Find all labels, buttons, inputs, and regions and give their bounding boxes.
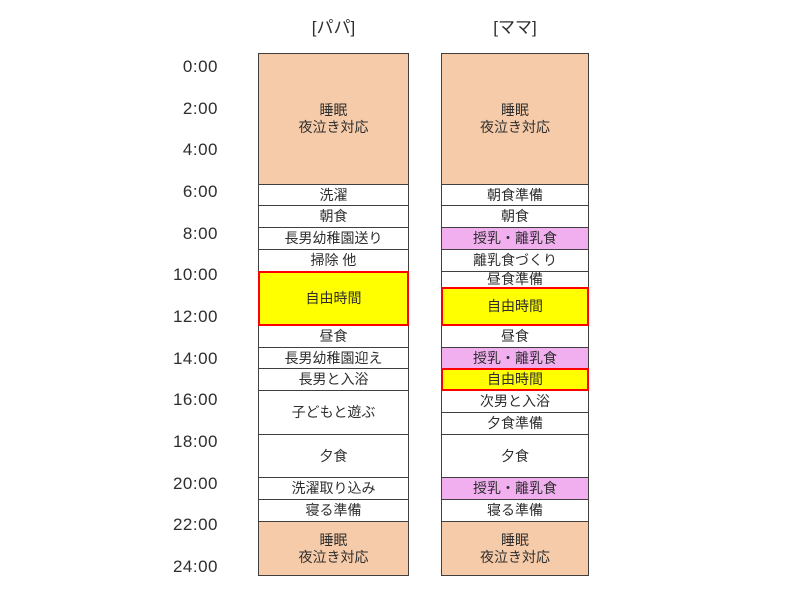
- schedule-block-task: 朝食準備: [441, 184, 589, 206]
- time-tick-label: 24:00: [172, 557, 218, 576]
- schedule-block-task: 昼食: [441, 325, 589, 348]
- schedule-block-label: 洗濯: [319, 186, 348, 203]
- column-title-papa: [パパ]: [311, 18, 356, 37]
- schedule-block-label: 昼食: [501, 328, 529, 345]
- schedule-block-task: 次男と入浴: [441, 390, 589, 413]
- schedule-block-label: 睡眠 夜泣き対応: [480, 531, 550, 565]
- schedule-block-label: 寝る準備: [487, 502, 543, 519]
- schedule-block-task: 寝る準備: [258, 499, 409, 522]
- schedule-block-free: 自由時間: [258, 271, 409, 326]
- column-title-mama: [ママ]: [493, 18, 537, 37]
- schedule-block-label: 睡眠 夜泣き対応: [298, 102, 369, 135]
- schedule-block-nursing: 授乳・離乳食: [441, 347, 589, 369]
- schedule-block-task: 子どもと遊ぶ: [258, 390, 409, 435]
- schedule-block-label: 子どもと遊ぶ: [291, 404, 376, 421]
- schedule-block-nursing: 授乳・離乳食: [441, 477, 589, 500]
- schedule-block-label: 自由時間: [305, 290, 362, 307]
- schedule-block-label: 次男と入浴: [480, 393, 550, 410]
- schedule-block-label: 夕食: [319, 447, 348, 464]
- schedule-block-label: 自由時間: [487, 371, 543, 388]
- schedule-block-task: 長男と入浴: [258, 368, 409, 391]
- schedule-block-label: 朝食準備: [487, 186, 543, 203]
- schedule-block-label: 睡眠 夜泣き対応: [298, 531, 369, 565]
- schedule-block-label: 長男幼稚園迎え: [284, 349, 383, 366]
- schedule-block-label: 長男と入浴: [298, 371, 369, 388]
- schedule-block-label: 昼食: [319, 328, 348, 345]
- schedule-block-free: 自由時間: [441, 368, 589, 391]
- time-tick-label: 12:00: [172, 307, 218, 326]
- time-tick-label: 18:00: [172, 432, 218, 451]
- schedule-block-label: 長男幼稚園送り: [284, 230, 383, 247]
- schedule-block-task: 昼食: [258, 325, 409, 348]
- time-tick-label: 14:00: [172, 348, 218, 368]
- schedule-block-label: 授乳・離乳食: [473, 230, 557, 247]
- schedule-column-papa: 睡眠 夜泣き対応 洗濯 朝食 長男幼稚園送り 掃除 他自由時間 昼食 長男幼稚園迎え 長男と入…: [258, 53, 409, 576]
- schedule-block-task: 夕食: [441, 434, 589, 478]
- schedule-block-label: 夕食: [501, 447, 529, 464]
- schedule-block-free: 自由時間: [441, 287, 589, 326]
- schedule-block-task: 夕食: [258, 434, 409, 478]
- schedule-block-sleep: 睡眠 夜泣き対応: [441, 53, 589, 185]
- schedule-block-sleep: 睡眠 夜泣き対応: [258, 521, 409, 576]
- schedule-block-label: 洗濯取り込み: [291, 480, 376, 497]
- schedule-block-task: 朝食: [258, 205, 409, 228]
- schedule-block-label: 睡眠 夜泣き対応: [480, 102, 550, 135]
- schedule-block-task: 洗濯: [258, 184, 409, 206]
- schedule-block-task: 洗濯取り込み: [258, 477, 409, 500]
- time-tick-label: 6:00: [182, 182, 218, 201]
- time-tick-label: 22:00: [172, 515, 218, 535]
- schedule-block-label: 授乳・離乳食: [473, 349, 557, 366]
- schedule-block-label: 朝食: [501, 208, 529, 225]
- time-tick-label: 20:00: [172, 473, 218, 493]
- schedule-block-task: 朝食: [441, 205, 589, 228]
- schedule-block-task: 離乳食づくり: [441, 249, 589, 272]
- time-tick-label: 16:00: [172, 390, 218, 410]
- time-tick-label: 2:00: [182, 98, 218, 118]
- schedule-block-label: 離乳食づくり: [473, 252, 557, 269]
- schedule-column-mama: 睡眠 夜泣き対応 朝食準備 朝食 授乳・離乳食 離乳食づくり 昼食準備 自由時間 昼食 授乳・離…: [441, 53, 589, 576]
- time-tick-label: 10:00: [172, 265, 218, 285]
- time-tick-label: 0:00: [182, 57, 218, 76]
- schedule-block-task: 寝る準備: [441, 499, 589, 522]
- schedule-block-label: 昼食準備: [487, 271, 543, 288]
- schedule-block-label: 掃除 他: [310, 252, 357, 269]
- schedule-block-label: 自由時間: [487, 298, 543, 315]
- time-tick-label: 8:00: [182, 223, 218, 243]
- schedule-block-label: 朝食: [319, 208, 348, 225]
- schedule-block-task: 昼食準備: [441, 271, 589, 288]
- time-tick-label: 4:00: [182, 140, 218, 160]
- schedule-block-task: 長男幼稚園送り: [258, 227, 409, 250]
- schedule-block-task: 夕食準備: [441, 412, 589, 435]
- schedule-block-label: 授乳・離乳食: [473, 480, 557, 497]
- schedule-block-task: 掃除 他: [258, 249, 409, 272]
- schedule-block-label: 寝る準備: [305, 502, 362, 519]
- schedule-block-nursing: 授乳・離乳食: [441, 227, 589, 250]
- schedule-block-task: 長男幼稚園迎え: [258, 347, 409, 369]
- schedule-block-sleep: 睡眠 夜泣き対応: [258, 53, 409, 185]
- schedule-block-sleep: 睡眠 夜泣き対応: [441, 521, 589, 576]
- schedule-block-label: 夕食準備: [487, 415, 543, 432]
